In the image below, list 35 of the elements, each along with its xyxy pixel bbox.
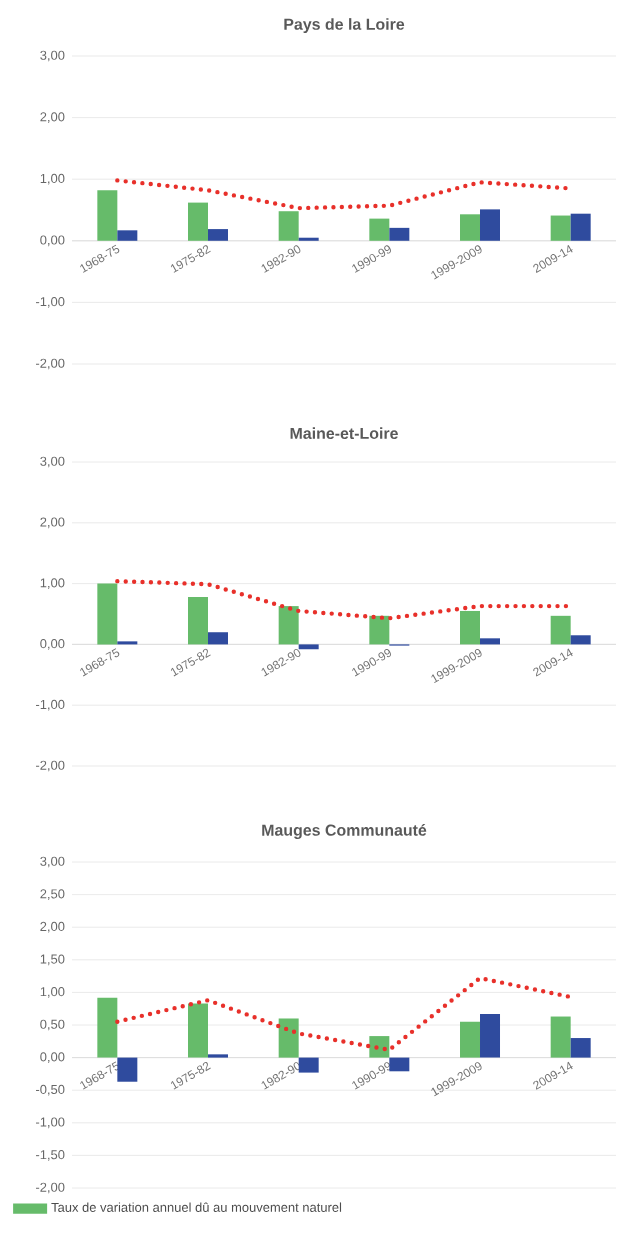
line-series [115,975,573,1052]
line-series [115,578,573,621]
bar [460,610,481,645]
line-series [115,178,573,211]
bar [278,1018,299,1058]
bar [117,1057,138,1082]
bar [570,213,591,241]
bar [389,1057,410,1072]
bar [188,1003,208,1058]
bar [480,638,501,645]
bar [570,1038,591,1058]
bar [550,1016,571,1058]
bar [298,644,319,650]
bar [570,635,591,645]
bar [117,230,138,241]
bar [278,211,299,241]
bar [550,215,571,241]
bar [480,209,501,241]
bar [369,1036,390,1058]
bar [278,606,299,645]
bar [188,202,208,241]
bar [389,227,410,241]
bar [298,1057,319,1073]
bar [208,632,228,645]
bar [480,1013,501,1058]
bar [550,615,571,645]
bar [460,214,481,241]
bar [208,229,228,241]
bar [369,615,390,645]
bar [97,583,118,645]
bar [188,596,208,645]
bar [369,218,390,241]
bar [97,190,118,241]
bar [97,997,118,1058]
bar [460,1021,481,1058]
